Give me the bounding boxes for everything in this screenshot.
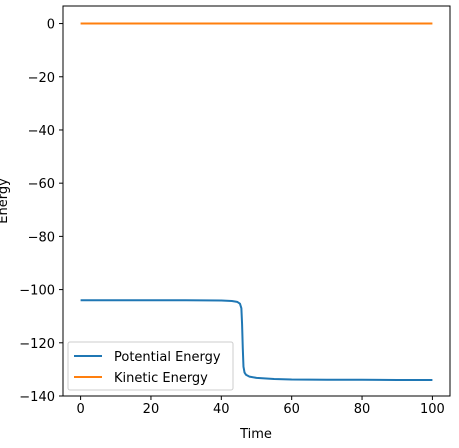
y-tick-label: −60 (28, 177, 55, 192)
y-axis-label: Energy (0, 178, 11, 224)
x-tick-label: 20 (143, 402, 160, 417)
y-tick-label: −140 (19, 390, 55, 405)
plot-area (62, 5, 451, 397)
y-tick-label: 0 (47, 18, 55, 33)
series-line-potential-energy (80, 299, 433, 382)
x-axis-label: Time (239, 427, 272, 442)
y-tick-label: −120 (19, 337, 55, 352)
x-tick-label: 60 (283, 402, 300, 417)
legend-label-kinetic-energy: Kinetic Energy (114, 371, 208, 386)
x-axis-ticks: 0 20 40 60 80 100 (76, 396, 445, 417)
x-tick-label: 0 (76, 402, 84, 417)
y-tick-label: −100 (19, 284, 55, 299)
legend-box (67, 341, 234, 391)
y-axis-ticks: 0 −20 −40 −60 −80 −100 −120 −140 (19, 18, 63, 405)
y-tick-label: −80 (28, 230, 55, 245)
y-tick-label: −20 (28, 71, 55, 86)
y-tick-label: −40 (28, 124, 55, 139)
series-lines (80, 22, 433, 382)
x-tick-label: 80 (354, 402, 371, 417)
legend-label-potential-energy: Potential Energy (114, 350, 221, 365)
x-tick-label: 40 (213, 402, 230, 417)
x-tick-label: 100 (420, 402, 445, 417)
legend: Potential Energy Kinetic Energy (67, 341, 234, 391)
